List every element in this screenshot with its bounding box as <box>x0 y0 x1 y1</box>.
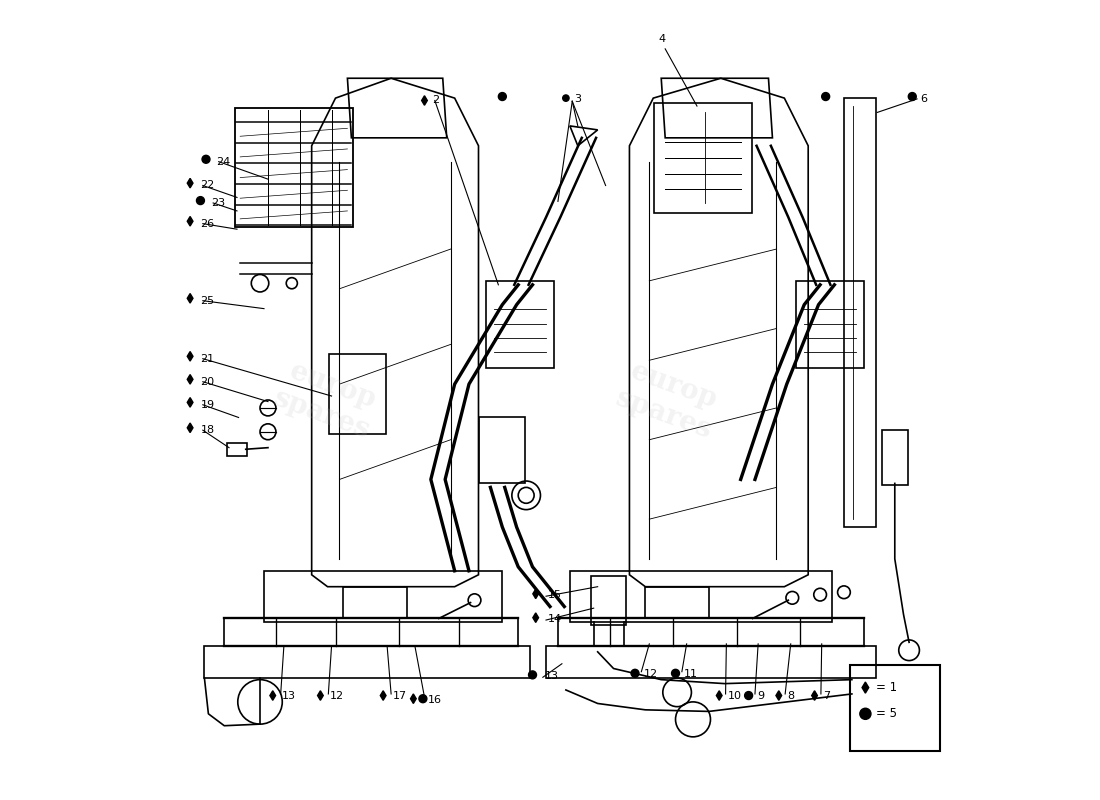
Text: 15: 15 <box>548 590 562 601</box>
Text: 2: 2 <box>432 94 440 105</box>
Text: 20: 20 <box>200 377 214 386</box>
Polygon shape <box>187 217 192 226</box>
Polygon shape <box>187 423 192 433</box>
Text: = 1: = 1 <box>876 681 896 694</box>
Polygon shape <box>187 398 192 407</box>
Text: 13: 13 <box>544 671 559 682</box>
Polygon shape <box>716 690 722 700</box>
Polygon shape <box>410 694 416 703</box>
Text: 12: 12 <box>644 669 658 679</box>
Polygon shape <box>812 690 817 700</box>
Text: 23: 23 <box>211 198 224 208</box>
Text: 9: 9 <box>757 691 764 702</box>
Text: 4: 4 <box>659 34 666 44</box>
Text: 14: 14 <box>548 614 562 624</box>
Circle shape <box>631 670 639 678</box>
Circle shape <box>822 93 829 101</box>
Circle shape <box>909 93 916 101</box>
Circle shape <box>197 197 205 205</box>
Circle shape <box>529 671 537 679</box>
Text: 17: 17 <box>393 691 407 702</box>
Text: 18: 18 <box>200 425 214 435</box>
Polygon shape <box>381 690 386 700</box>
Text: 13: 13 <box>283 691 296 702</box>
Polygon shape <box>187 294 192 303</box>
Text: 8: 8 <box>788 691 794 702</box>
Text: 6: 6 <box>921 94 927 104</box>
Text: = 5: = 5 <box>876 707 896 720</box>
Polygon shape <box>187 351 192 361</box>
Circle shape <box>202 155 210 163</box>
Text: 26: 26 <box>200 218 214 229</box>
Polygon shape <box>187 178 192 188</box>
Polygon shape <box>532 589 539 598</box>
Text: 22: 22 <box>200 181 214 190</box>
Circle shape <box>860 708 871 719</box>
Polygon shape <box>862 682 869 693</box>
Polygon shape <box>776 690 782 700</box>
Text: 12: 12 <box>330 691 344 702</box>
Polygon shape <box>532 613 539 622</box>
Polygon shape <box>187 374 192 384</box>
Text: 19: 19 <box>200 400 214 410</box>
Text: 10: 10 <box>728 691 743 702</box>
Circle shape <box>563 95 569 102</box>
Polygon shape <box>270 690 276 700</box>
Text: 25: 25 <box>200 296 214 306</box>
Text: 21: 21 <box>200 354 214 364</box>
Polygon shape <box>318 690 323 700</box>
Polygon shape <box>421 96 427 106</box>
Text: 3: 3 <box>574 94 581 104</box>
Text: 11: 11 <box>684 669 699 679</box>
Text: 24: 24 <box>217 157 231 166</box>
Text: europ
spares: europ spares <box>271 355 385 445</box>
Circle shape <box>745 691 752 699</box>
Text: europ
spares: europ spares <box>612 355 727 445</box>
Circle shape <box>672 670 680 678</box>
Circle shape <box>498 93 506 101</box>
Circle shape <box>419 694 427 702</box>
Text: 7: 7 <box>823 691 830 702</box>
Text: 16: 16 <box>428 695 442 706</box>
